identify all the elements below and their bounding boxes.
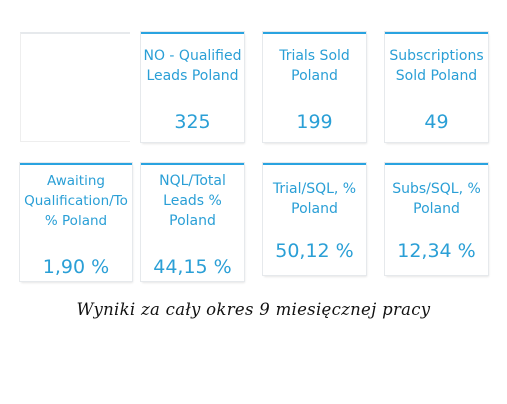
- tile-trial-sql[interactable]: Trial/SQL, % Poland 50,12 %: [263, 163, 366, 275]
- tile-label: Trials Sold Poland: [279, 48, 350, 84]
- tile-value: 199: [296, 111, 333, 133]
- tile-value: 44,15 %: [153, 256, 232, 278]
- tile-label: Subs/SQL, % Poland: [392, 181, 481, 217]
- tile-awaiting-qualification[interactable]: Awaiting Qualification/To % Poland 1,90 …: [20, 163, 132, 281]
- tile-label: NQL/Total Leads % Poland: [159, 173, 226, 229]
- tile-label: NO - Qualified Leads Poland: [143, 48, 242, 84]
- caption: Wyniki za cały okres 9 miesięcznej pracy: [76, 300, 431, 319]
- empty-tile: [20, 32, 130, 142]
- tile-label: Awaiting Qualification/To % Poland: [24, 173, 128, 229]
- tile-value: 50,12 %: [275, 240, 354, 262]
- tile-value: 12,34 %: [397, 240, 476, 262]
- tile-value: 1,90 %: [42, 256, 110, 278]
- tile-subscriptions-sold[interactable]: Subscriptions Sold Poland 49: [385, 32, 488, 142]
- tile-label: Trial/SQL, % Poland: [272, 181, 357, 217]
- tile-trials-sold[interactable]: Trials Sold Poland 199: [263, 32, 366, 142]
- tile-subs-sql[interactable]: Subs/SQL, % Poland 12,34 %: [385, 163, 488, 275]
- tile-nq-leads[interactable]: NO - Qualified Leads Poland 325: [141, 32, 244, 142]
- tile-nql-total-leads[interactable]: NQL/Total Leads % Poland 44,15 %: [141, 163, 244, 281]
- tile-label: Subscriptions Sold Poland: [389, 48, 484, 84]
- tile-value: 325: [174, 111, 211, 133]
- tile-value: 49: [424, 111, 449, 133]
